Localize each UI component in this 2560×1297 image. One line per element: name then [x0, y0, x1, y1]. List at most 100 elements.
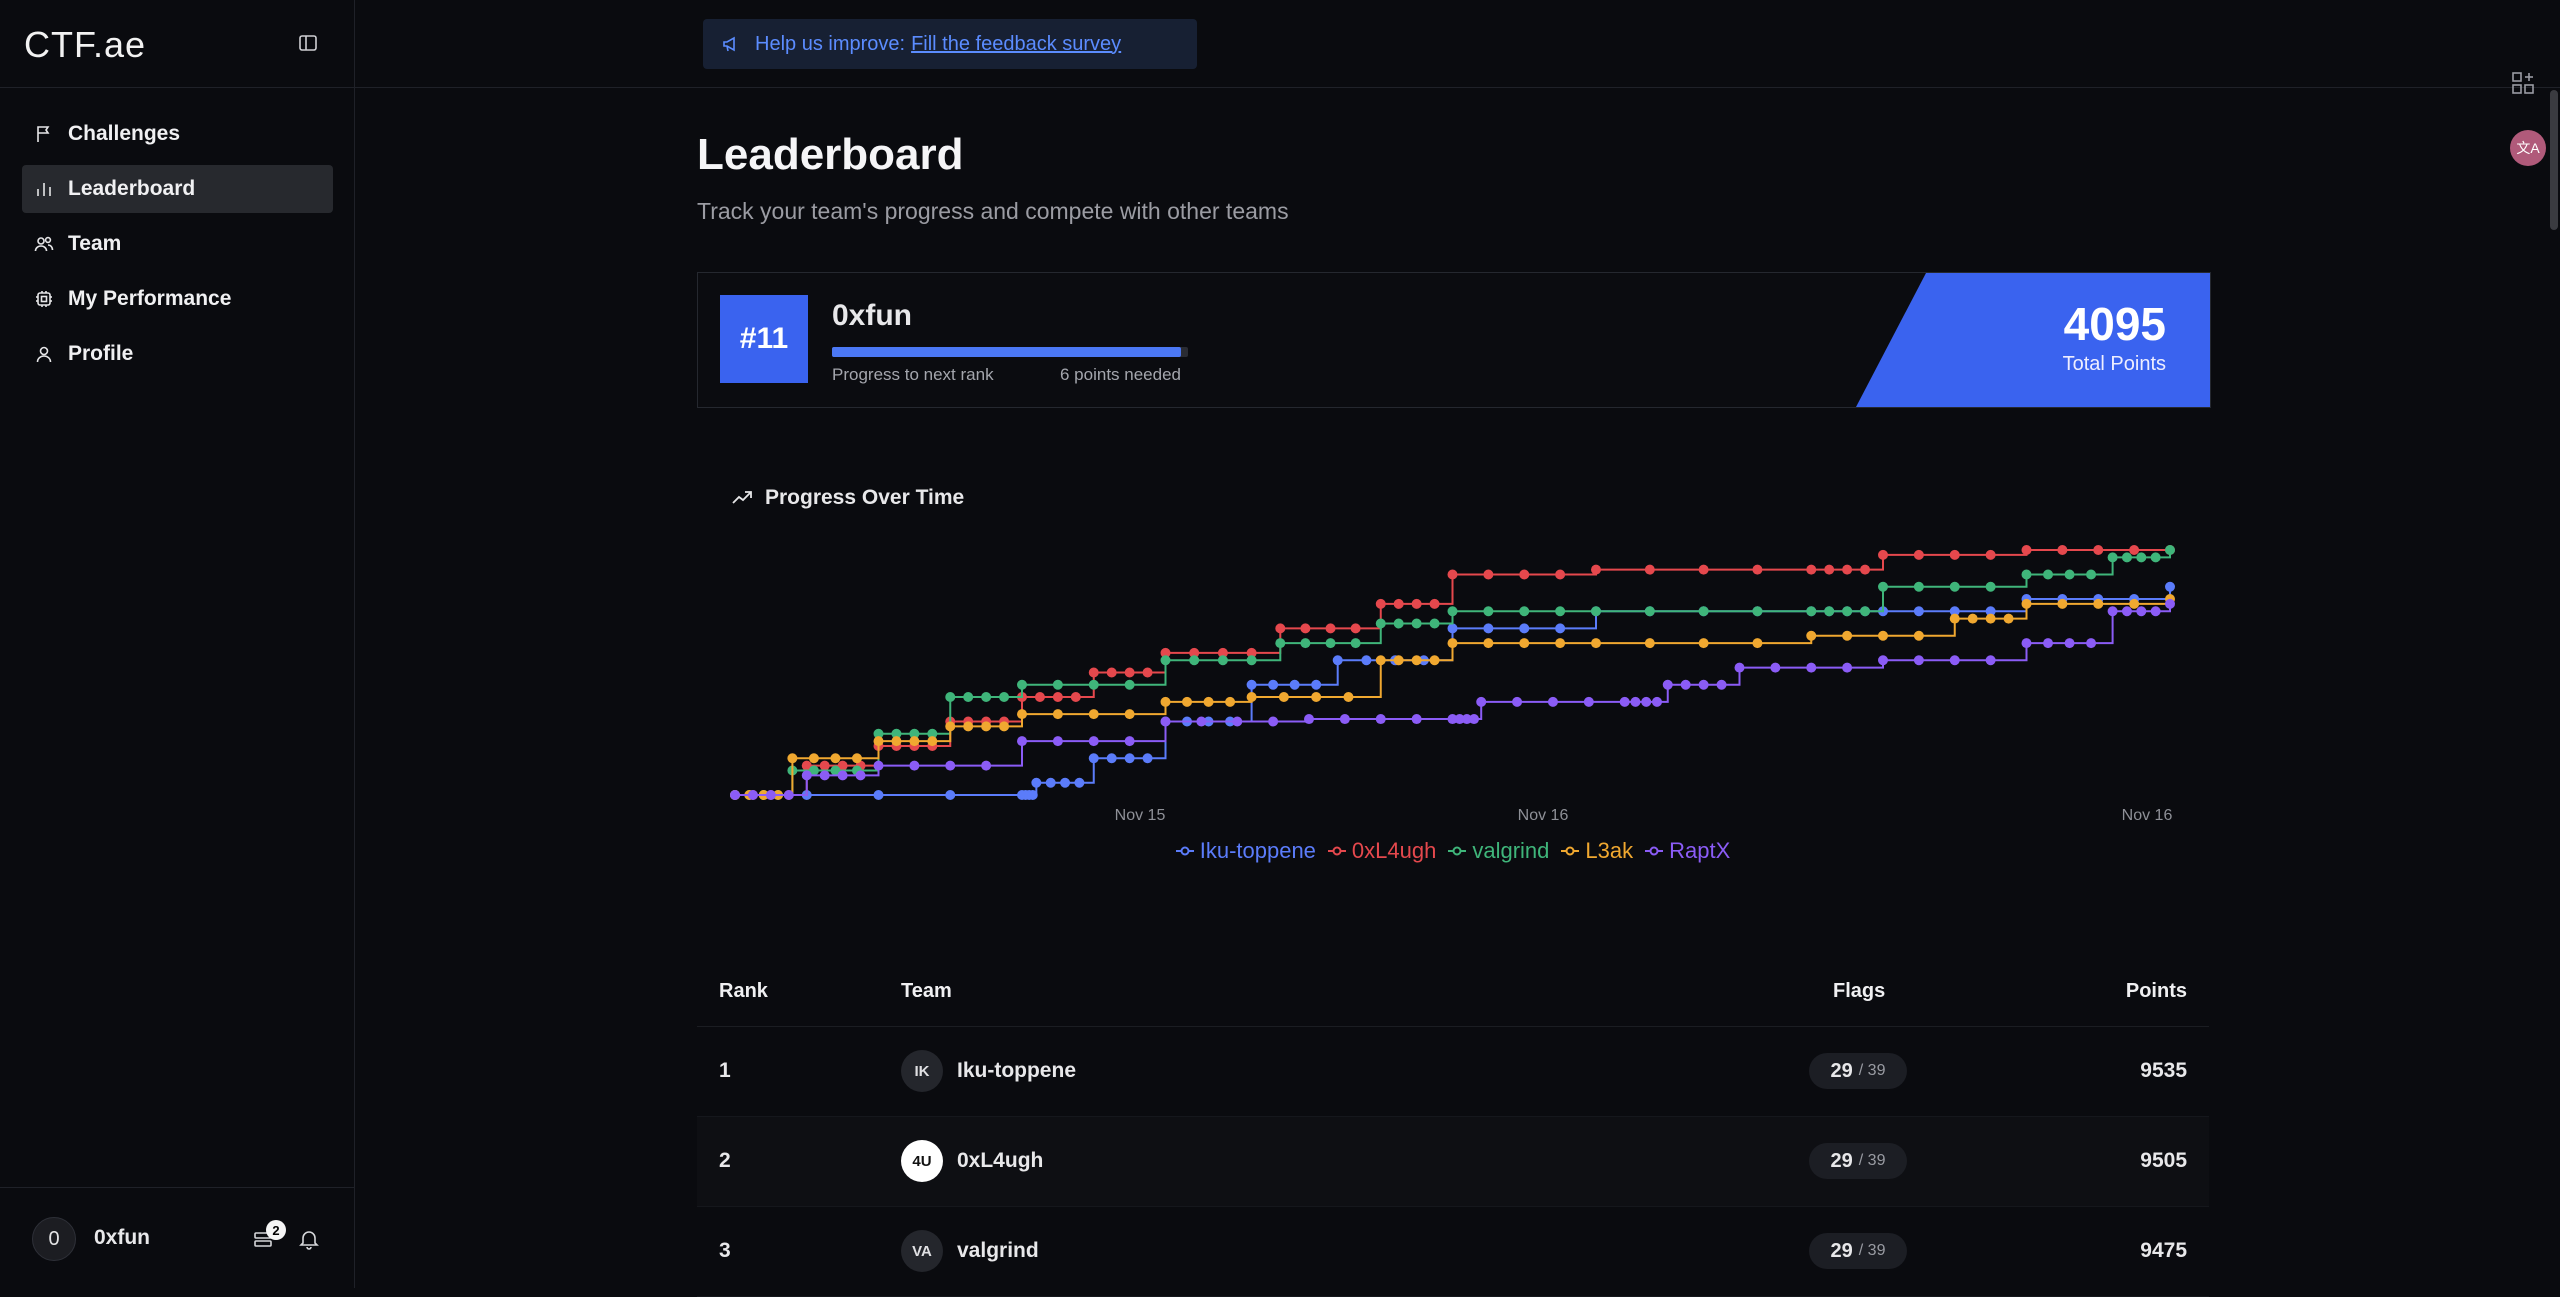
data-point[interactable]: [2121, 552, 2132, 563]
user-name[interactable]: 0xfun: [94, 1226, 151, 1249]
data-point[interactable]: [1547, 696, 1558, 707]
data-point[interactable]: [1752, 638, 1763, 649]
data-point[interactable]: [1142, 667, 1153, 678]
data-point[interactable]: [1698, 679, 1709, 690]
data-point[interactable]: [1275, 623, 1286, 634]
data-point[interactable]: [2021, 545, 2032, 555]
data-point[interactable]: [2086, 569, 2097, 580]
data-point[interactable]: [1454, 714, 1465, 725]
data-point[interactable]: [2107, 606, 2118, 617]
data-point[interactable]: [1142, 753, 1153, 764]
data-point[interactable]: [1985, 613, 1996, 624]
data-point[interactable]: [927, 736, 938, 747]
legend-item[interactable]: Iku-toppene: [1175, 838, 1316, 864]
data-point[interactable]: [1447, 569, 1458, 580]
data-point[interactable]: [2093, 598, 2104, 609]
data-point[interactable]: [1278, 692, 1289, 702]
data-point[interactable]: [1074, 777, 1085, 788]
data-point[interactable]: [1268, 716, 1279, 727]
translate-icon[interactable]: 文A: [2510, 130, 2546, 166]
data-point[interactable]: [1644, 606, 1655, 617]
data-point[interactable]: [1411, 598, 1422, 609]
data-point[interactable]: [1225, 696, 1236, 707]
data-point[interactable]: [1913, 549, 1924, 560]
team-name[interactable]: 0xL4ugh: [957, 1149, 1044, 1172]
data-point[interactable]: [1913, 655, 1924, 666]
sidebar-item-challenges[interactable]: Challenges: [22, 110, 333, 158]
data-point[interactable]: [1411, 655, 1422, 666]
data-point[interactable]: [1052, 692, 1063, 702]
data-point[interactable]: [1824, 606, 1835, 617]
data-point[interactable]: [1878, 655, 1888, 666]
data-point[interactable]: [1411, 714, 1422, 725]
data-point[interactable]: [1429, 655, 1440, 666]
data-point[interactable]: [2043, 638, 2054, 649]
data-point[interactable]: [1052, 709, 1063, 720]
data-point[interactable]: [1447, 623, 1458, 634]
data-point[interactable]: [2093, 545, 2104, 555]
data-point[interactable]: [1985, 655, 1996, 666]
data-point[interactable]: [2121, 606, 2132, 617]
data-point[interactable]: [1393, 598, 1404, 609]
data-point[interactable]: [1583, 696, 1594, 707]
data-point[interactable]: [1860, 564, 1871, 575]
header-flags[interactable]: Flags: [1833, 980, 1886, 1002]
apps-add-icon[interactable]: [2510, 70, 2536, 96]
table-row[interactable]: 2 4U 0xL4ugh 29 / 39 9505: [697, 1117, 2209, 1207]
feedback-banner[interactable]: Help us improve: Fill the feedback surve…: [703, 19, 1197, 69]
data-point[interactable]: [2150, 552, 2161, 563]
data-point[interactable]: [787, 753, 798, 764]
data-point[interactable]: [1070, 692, 1081, 702]
data-point[interactable]: [1770, 662, 1781, 673]
data-point[interactable]: [1483, 569, 1494, 580]
data-point[interactable]: [1651, 696, 1662, 707]
data-point[interactable]: [1985, 549, 1996, 560]
data-point[interactable]: [1124, 736, 1135, 747]
data-point[interactable]: [1447, 606, 1458, 617]
header-team[interactable]: Team: [901, 980, 952, 1002]
team-name[interactable]: Iku-toppene: [957, 1059, 1076, 1082]
table-row[interactable]: 3 VA valgrind 29 / 39 9475: [697, 1207, 2209, 1297]
data-point[interactable]: [1949, 549, 1960, 560]
data-point[interactable]: [945, 692, 956, 702]
data-point[interactable]: [1160, 696, 1171, 707]
data-point[interactable]: [1842, 662, 1853, 673]
data-point[interactable]: [945, 721, 956, 732]
data-point[interactable]: [1217, 647, 1228, 658]
data-point[interactable]: [783, 790, 794, 800]
data-point[interactable]: [1447, 638, 1458, 649]
data-point[interactable]: [1160, 647, 1171, 658]
data-point[interactable]: [1124, 709, 1135, 720]
data-point[interactable]: [837, 760, 848, 771]
data-point[interactable]: [1189, 647, 1200, 658]
data-point[interactable]: [909, 736, 920, 747]
data-point[interactable]: [1519, 638, 1530, 649]
data-point[interactable]: [1985, 581, 1996, 592]
sidebar-item-team[interactable]: Team: [22, 220, 333, 268]
data-point[interactable]: [1806, 630, 1817, 641]
data-point[interactable]: [819, 760, 830, 771]
data-point[interactable]: [981, 721, 992, 732]
data-point[interactable]: [945, 760, 956, 771]
data-point[interactable]: [830, 753, 841, 764]
data-point[interactable]: [873, 760, 884, 771]
data-point[interactable]: [1182, 696, 1193, 707]
data-point[interactable]: [1476, 696, 1487, 707]
data-point[interactable]: [1483, 638, 1494, 649]
data-point[interactable]: [1268, 679, 1279, 690]
data-point[interactable]: [2064, 569, 2075, 580]
data-point[interactable]: [801, 760, 812, 771]
data-point[interactable]: [1106, 667, 1117, 678]
data-point[interactable]: [981, 692, 992, 702]
data-point[interactable]: [1752, 564, 1763, 575]
data-point[interactable]: [1027, 790, 1038, 800]
data-point[interactable]: [1304, 714, 1314, 725]
data-point[interactable]: [2021, 598, 2032, 609]
data-point[interactable]: [1644, 564, 1655, 575]
progress-chart[interactable]: Nov 15 Nov 16 Nov 16: [700, 520, 2220, 880]
data-point[interactable]: [1160, 716, 1171, 727]
data-point[interactable]: [2021, 638, 2032, 649]
data-point[interactable]: [1591, 564, 1601, 575]
data-point[interactable]: [1619, 696, 1630, 707]
data-point[interactable]: [873, 736, 884, 747]
